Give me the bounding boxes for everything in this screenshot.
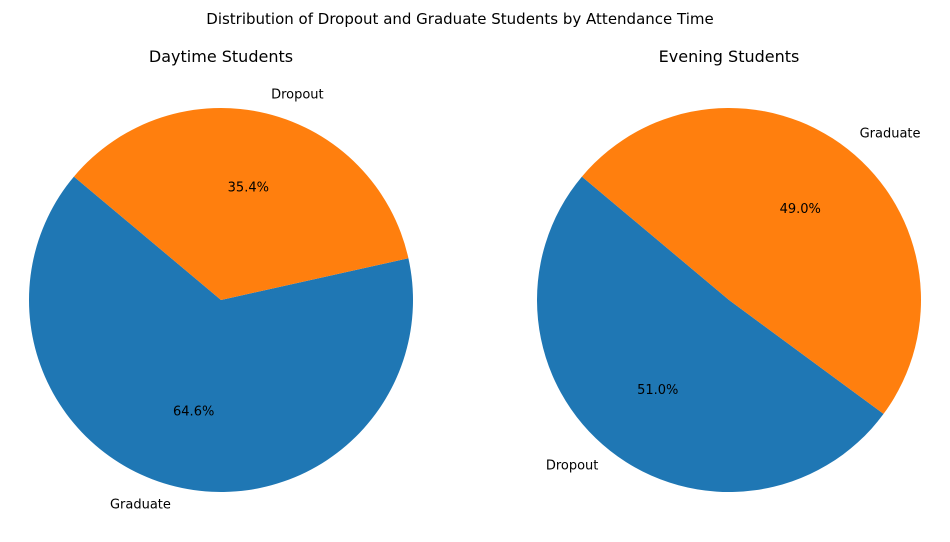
daytime-percent-dropout: 35.4%: [228, 181, 269, 196]
evening-slice-graduate: [581, 108, 921, 414]
evening-percent-graduate: 49.0%: [780, 202, 821, 217]
figure-title: Distribution of Dropout and Graduate Stu…: [206, 10, 713, 28]
evening-percent-dropout: 51.0%: [637, 383, 678, 398]
evening-chart-title: Evening Students: [659, 47, 800, 66]
daytime-slice-dropout: [73, 107, 409, 300]
daytime-label-graduate: Graduate: [110, 498, 171, 513]
daytime-chart-title: Daytime Students: [149, 47, 293, 66]
evening-label-dropout: Dropout: [546, 458, 599, 473]
evening-label-graduate: Graduate: [860, 127, 921, 142]
daytime-slice-graduate: [28, 176, 414, 492]
evening-slice-dropout: [537, 176, 884, 493]
daytime-label-dropout: Dropout: [271, 87, 324, 102]
evening-pie: Dropout 51.0% Graduate 49.0%: [537, 108, 921, 493]
daytime-pie: Graduate 64.6% Dropout 35.4%: [28, 87, 414, 513]
daytime-percent-graduate: 64.6%: [173, 404, 214, 419]
